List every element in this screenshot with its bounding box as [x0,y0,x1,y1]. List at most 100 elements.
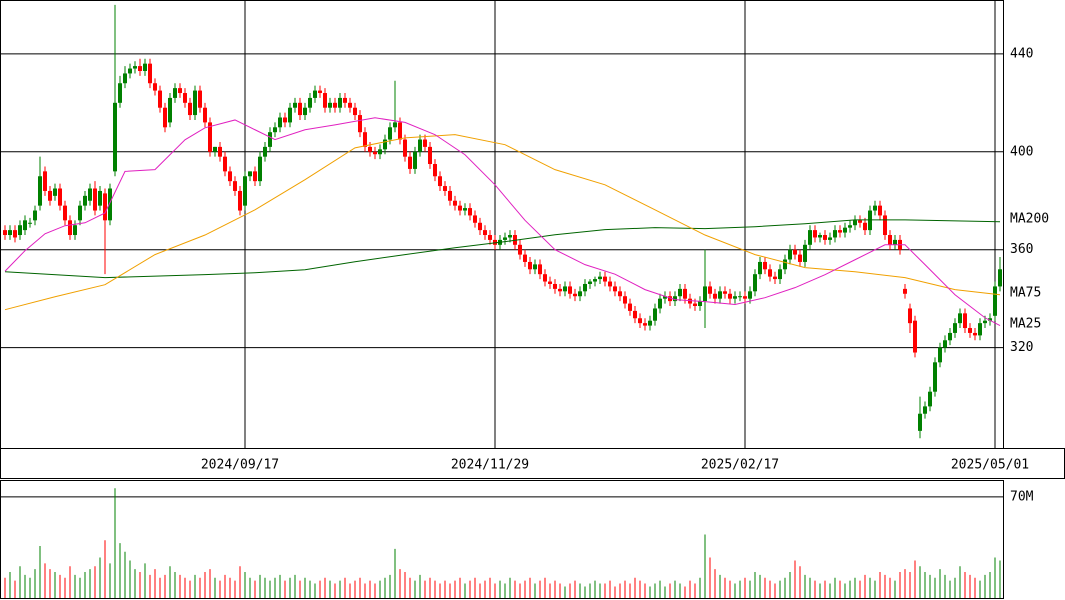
candle-body [503,237,507,240]
candle-body [703,286,707,302]
candle-body [938,347,942,363]
x-tick-label: 2025/02/17 [701,458,779,473]
candle-body [963,313,967,329]
candle-body [423,139,427,147]
candle-body [663,296,667,299]
candle-body [98,190,102,206]
candle-body [993,286,997,316]
candle-body [628,303,632,311]
candle-body [468,208,472,216]
candle-body [183,93,187,103]
candle-body [458,205,462,211]
candle-body [793,249,797,255]
candle-body [53,188,57,196]
candle-body [483,230,487,236]
candle-body [463,208,467,211]
candle-body [783,259,787,270]
candle-body [683,288,687,299]
candle-body [158,90,162,108]
candle-body [298,102,302,116]
candle-body [553,283,557,289]
candle-body [118,83,122,103]
candle-body [13,230,17,238]
candle-body [388,127,392,140]
candle-body [948,332,952,341]
candle-body [763,261,767,270]
candle-body [723,291,727,294]
candle-body [568,286,572,294]
candle-body [823,235,827,240]
candle-body [888,235,892,245]
candle-body [63,205,67,221]
candle-body [573,293,577,297]
candle-body [278,117,282,128]
candle-body [588,281,592,284]
candle-body [813,230,817,238]
candle-body [733,296,737,299]
candle-body [968,328,972,333]
candle-body [173,88,177,98]
candle-body [263,146,267,157]
candle-body [378,149,382,155]
candle-body [858,220,862,223]
candle-body [913,320,917,353]
candle-body [93,188,97,211]
candle-body [363,132,367,147]
candle-body [538,264,542,275]
candle-body [748,291,752,299]
candle-body [643,323,647,326]
y-tick-label: 360 [1010,242,1033,257]
candle-body [438,176,442,187]
candle-body [38,176,42,206]
candle-body [178,88,182,94]
moving-average-line [4,219,1001,279]
candle-body [673,296,677,302]
candle-body [543,274,547,282]
candle-body [8,230,12,236]
candle-body [48,190,52,201]
y-tick-label: 440 [1010,46,1033,61]
candle-body [613,286,617,292]
candle-body [713,293,717,299]
candle-body [338,97,342,108]
candle-body [163,107,167,128]
candle-body [983,320,987,324]
candle-body [43,171,47,191]
candle-body [448,190,452,201]
candle-body [873,205,877,211]
candle-body [273,127,277,133]
candle-body [308,97,312,108]
candle-body [348,102,352,108]
candle-body [143,63,147,71]
candle-body [633,310,637,319]
date-strip [0,448,1065,479]
candle-body [648,320,652,326]
candle-body [228,171,232,182]
candle-body [323,93,327,108]
candle-body [168,97,172,123]
candle-body [138,66,142,71]
candle-body [428,146,432,165]
candle-body [473,215,477,223]
candle-body [678,288,682,297]
candle-body [558,288,562,292]
candle-body [523,254,527,262]
candle-body [578,291,582,297]
candle-body [268,132,272,147]
candle-body [418,139,422,152]
candle-body [213,146,217,152]
candle-body [353,107,357,116]
candle-body [953,323,957,333]
candle-body [103,193,107,221]
candle-body [818,235,822,238]
candle-body [853,220,857,226]
candle-body [943,340,947,348]
candle-body [333,102,337,108]
candle-body [973,332,977,336]
candle-body [548,281,552,284]
candle-body [878,205,882,216]
candle-body [383,139,387,150]
candle-body [918,413,922,431]
candle-body [638,318,642,324]
candle-body [218,146,222,157]
